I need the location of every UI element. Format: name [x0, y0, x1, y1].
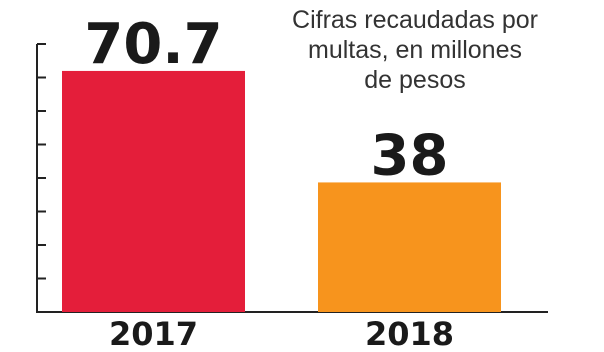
bars: [62, 70, 501, 312]
bar-2017: [62, 70, 245, 312]
value-label-2018: 38: [371, 123, 449, 188]
chart-title-line-2: multas, en millones: [308, 36, 522, 64]
y-axis-ticks: [37, 43, 46, 313]
category-label-2017: 2017: [109, 315, 198, 352]
category-labels: 2017 2018: [109, 315, 454, 352]
bar-2018: [318, 182, 501, 312]
value-labels: 70.7 38: [84, 12, 448, 188]
value-label-2017: 70.7: [84, 12, 222, 77]
chart-title-line-1: Cifras recaudadas por: [292, 6, 538, 34]
category-label-2018: 2018: [365, 315, 454, 352]
chart-title-line-3: de pesos: [364, 66, 465, 94]
